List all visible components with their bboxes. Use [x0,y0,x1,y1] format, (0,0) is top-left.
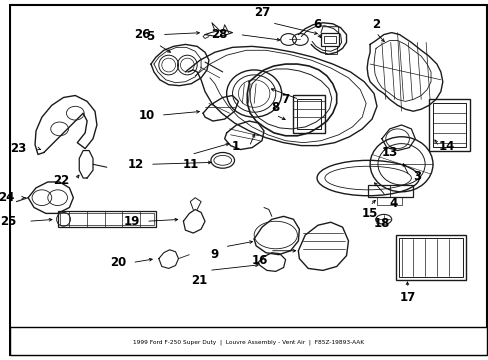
Bar [320,33,338,46]
Bar [323,36,335,44]
Text: 20: 20 [110,256,126,269]
Bar [428,99,469,150]
Text: 25: 25 [0,215,17,228]
Text: 21: 21 [191,274,207,287]
Bar [367,185,412,197]
Text: 1: 1 [231,140,239,153]
Bar [60,213,154,225]
Text: 13: 13 [381,146,397,159]
Bar [395,235,466,280]
Text: 26: 26 [134,28,150,41]
Bar [58,211,156,227]
Text: 14: 14 [438,140,454,153]
Text: 6: 6 [312,18,321,31]
Text: 11: 11 [183,158,199,171]
Text: 8: 8 [271,101,279,114]
Text: 1999 Ford F-250 Super Duty  |  Louvre Assembly - Vent Air  |  F85Z-19893-AAK: 1999 Ford F-250 Super Duty | Louvre Asse… [133,339,364,345]
Text: 9: 9 [210,248,219,261]
Text: 28: 28 [211,28,227,41]
Text: 12: 12 [128,158,144,171]
Text: 22: 22 [53,174,70,186]
Bar [10,327,486,355]
Bar [297,99,320,129]
Text: 18: 18 [373,217,389,230]
Text: 27: 27 [253,6,269,19]
Bar [293,95,324,133]
Text: 7: 7 [281,93,289,106]
Text: 10: 10 [139,109,155,122]
Text: 5: 5 [145,30,154,43]
Text: 4: 4 [389,197,397,210]
Text: 15: 15 [361,207,378,220]
Text: 16: 16 [251,254,268,267]
Text: 17: 17 [399,291,415,305]
Text: 24: 24 [0,191,15,204]
Text: 3: 3 [412,170,421,183]
Text: 23: 23 [10,142,26,155]
Bar [398,238,463,277]
Bar [432,103,466,147]
Text: 2: 2 [371,18,379,31]
Text: 19: 19 [124,215,140,228]
